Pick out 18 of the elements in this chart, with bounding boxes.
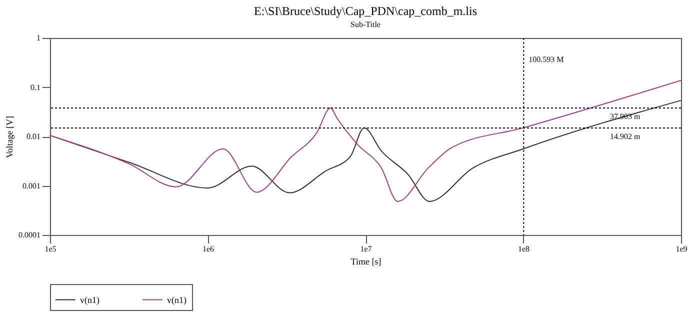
x-tick-label: 1e9	[676, 244, 688, 254]
chart-subtitle: Sub-Title	[350, 20, 381, 29]
x-tick-label: 1e6	[202, 244, 214, 254]
x-tick-label: 1e7	[360, 244, 372, 254]
y-axis-title: Voltage [V]	[4, 116, 14, 158]
x-axis-title: Time [s]	[350, 256, 382, 266]
ref-line-label: 14.902 m	[610, 132, 641, 141]
legend-label: v(n1)	[167, 294, 186, 305]
y-tick-label: 0.001	[22, 181, 40, 190]
y-tick-label: 0.01	[26, 132, 40, 141]
chart-title: E:\SI\Bruce\Study\Cap_PDN\cap_comb_m.lis	[254, 4, 478, 18]
x-tick-label: 1e5	[44, 244, 56, 254]
y-tick-label: 1	[36, 34, 40, 42]
y-tick-label: 0.0001	[18, 230, 40, 240]
ref-line-label: 100.593 M	[528, 55, 564, 64]
legend-label: v(n1)	[80, 294, 100, 305]
y-tick-label: 0.1	[30, 82, 40, 92]
x-tick-label: 1e8	[518, 244, 530, 254]
